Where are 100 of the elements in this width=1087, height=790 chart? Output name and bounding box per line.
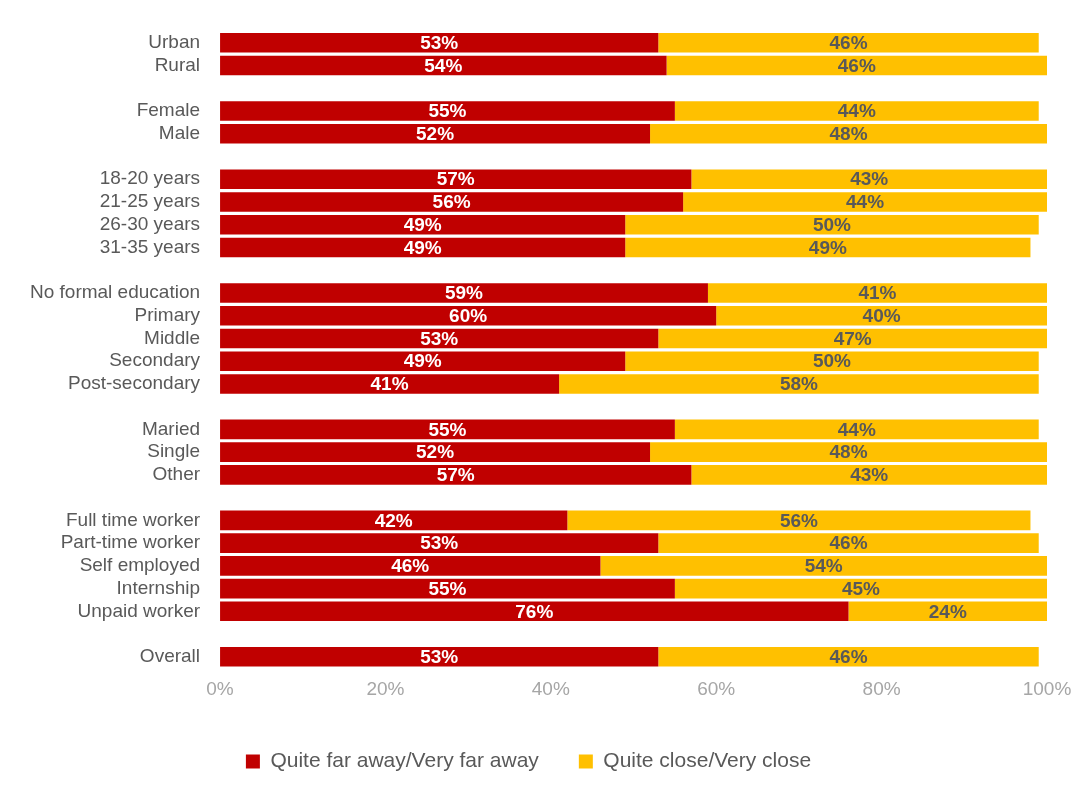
y-tick-label: Maried (141, 417, 201, 439)
data-label: 54% (424, 54, 463, 76)
data-label: 44% (837, 100, 876, 122)
data-label: 48% (829, 441, 868, 463)
data-label: 46% (829, 646, 868, 668)
y-tick-label: Female (136, 99, 201, 121)
data-label: 57% (436, 464, 475, 486)
y-tick-label: Unpaid worker (77, 599, 201, 621)
bar (658, 647, 1039, 667)
bar (625, 214, 1039, 235)
bar (666, 55, 1047, 76)
y-tick-label: Other (152, 463, 201, 485)
bar (650, 442, 1047, 462)
bar (625, 351, 1039, 371)
y-tick-label: Primary (134, 303, 201, 325)
bar (220, 419, 675, 440)
data-label: 53% (420, 327, 459, 349)
y-tick-label: 18-20 years (99, 167, 201, 189)
bar (220, 601, 849, 622)
data-label: 54% (804, 555, 843, 577)
data-label: 48% (829, 122, 868, 144)
y-tick-label: Full time worker (65, 508, 201, 530)
bar (220, 351, 626, 371)
bar (658, 328, 1047, 349)
x-tick-label: 0% (206, 677, 234, 699)
bar (674, 578, 1047, 599)
y-tick-label: Male (158, 121, 201, 143)
data-label: 46% (837, 54, 876, 76)
bar (220, 192, 684, 212)
data-label: 42% (374, 509, 413, 531)
data-label: 52% (416, 122, 455, 144)
data-label: 76% (515, 600, 554, 622)
bar (650, 123, 1047, 144)
bar (716, 305, 1047, 326)
data-label: 47% (833, 327, 872, 349)
bar (691, 465, 1047, 485)
bar (220, 328, 659, 349)
y-tick-label: Part-time worker (60, 531, 201, 553)
y-tick-label: 31-35 years (99, 235, 201, 257)
data-label: 49% (808, 236, 847, 258)
bar (600, 556, 1047, 576)
x-tick-label: 60% (697, 677, 736, 699)
x-tick-label: 100% (1022, 677, 1072, 699)
bar (691, 169, 1047, 190)
y-tick-label: Middle (144, 326, 201, 348)
legend-label: Quite far away/Very far away (270, 748, 540, 772)
y-tick-label: Urban (148, 31, 201, 53)
bar (220, 305, 717, 326)
bar (674, 101, 1039, 121)
bar (220, 32, 659, 53)
y-tick-label: Post-secondary (68, 372, 201, 394)
y-tick-label: Self employed (79, 554, 201, 576)
bar (683, 192, 1047, 212)
data-label: 55% (428, 418, 467, 440)
data-label: 46% (391, 555, 430, 577)
data-label: 50% (812, 350, 852, 372)
bar (674, 419, 1039, 440)
data-label: 44% (846, 191, 885, 213)
data-label: 41% (858, 282, 897, 304)
bar (220, 578, 675, 599)
bar (220, 123, 651, 144)
data-label: 43% (850, 464, 889, 486)
data-label: 56% (779, 509, 819, 531)
bar (220, 55, 667, 76)
data-label: 58% (779, 373, 819, 395)
y-tick-label: Rural (154, 53, 201, 75)
data-label: 43% (850, 168, 889, 190)
data-label: 55% (428, 577, 467, 599)
bar (220, 283, 708, 303)
bar (658, 533, 1039, 553)
data-label: 41% (370, 373, 409, 395)
bar (625, 237, 1031, 258)
bar (220, 442, 651, 462)
data-label: 40% (862, 304, 901, 326)
bar (220, 465, 692, 485)
y-tick-label: 21-25 years (99, 190, 201, 212)
data-label: 45% (841, 577, 881, 599)
data-label: 24% (928, 600, 967, 622)
data-label: 50% (812, 213, 852, 235)
y-tick-label: 26-30 years (99, 212, 201, 234)
data-label: 55% (428, 100, 467, 122)
data-label: 60% (449, 304, 488, 326)
x-tick-label: 40% (531, 677, 570, 699)
y-tick-label: Internship (116, 576, 201, 598)
data-label: 53% (420, 532, 459, 554)
y-tick-label: Secondary (109, 349, 201, 371)
legend-label: Quite close/Very close (603, 748, 812, 772)
data-label: 46% (829, 32, 868, 54)
x-tick-label: 20% (366, 677, 405, 699)
data-label: 57% (436, 168, 475, 190)
bar (567, 510, 1031, 531)
y-tick-label: Single (147, 440, 201, 462)
bar (220, 374, 560, 394)
data-label: 53% (420, 32, 459, 54)
data-label: 44% (837, 418, 876, 440)
bar (220, 556, 601, 576)
bar (220, 101, 675, 121)
data-label: 49% (403, 236, 442, 258)
data-label: 52% (416, 441, 455, 463)
data-label: 53% (420, 646, 459, 668)
